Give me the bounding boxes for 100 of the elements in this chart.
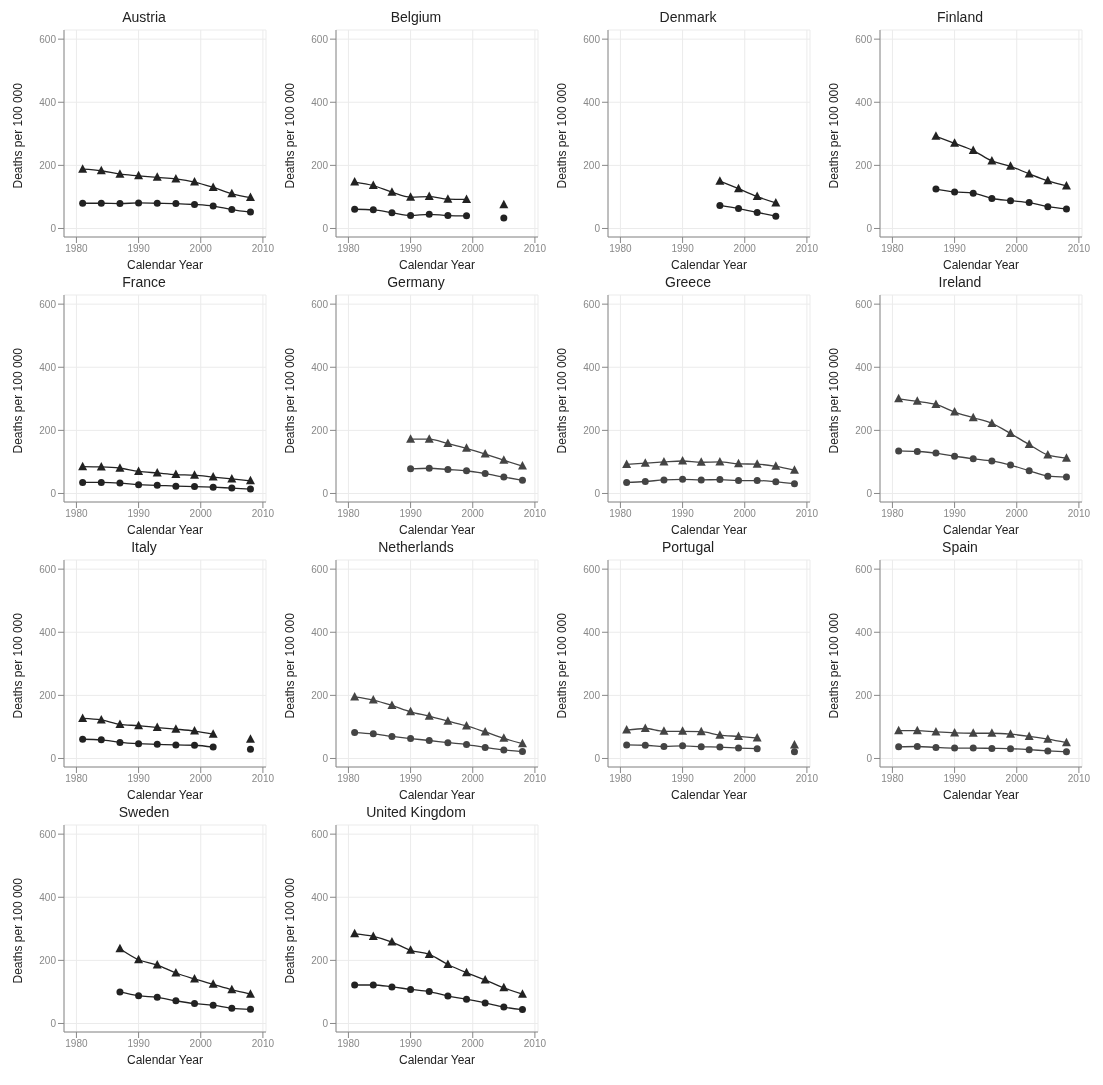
chart-title: Germany bbox=[387, 273, 445, 291]
x-tick-label: 1990 bbox=[671, 773, 695, 785]
y-axis-title: Deaths per 100 000 bbox=[555, 612, 570, 719]
x-tick-label: 2000 bbox=[461, 243, 485, 255]
point bbox=[350, 691, 360, 701]
x-tick-label: 2010 bbox=[1067, 773, 1091, 785]
x-tick-label: 1980 bbox=[881, 508, 904, 520]
x-tick-label: 2010 bbox=[1067, 508, 1091, 520]
point bbox=[951, 452, 959, 460]
y-tick-label: 200 bbox=[39, 424, 57, 436]
y-axis-title: Deaths per 100 000 bbox=[555, 82, 570, 189]
chart-title: Denmark bbox=[659, 8, 717, 26]
point bbox=[752, 191, 762, 201]
y-tick-label: 400 bbox=[855, 361, 873, 373]
point bbox=[968, 412, 978, 422]
y-tick-label: 0 bbox=[594, 223, 601, 235]
y-tick-label: 0 bbox=[50, 1018, 57, 1030]
point bbox=[1043, 175, 1053, 185]
x-tick-label: 1980 bbox=[881, 773, 904, 785]
y-tick-label: 200 bbox=[311, 159, 329, 171]
point bbox=[499, 455, 509, 464]
point bbox=[969, 455, 977, 463]
y-axis-title: Deaths per 100 000 bbox=[827, 347, 842, 454]
chart-title: Belgium bbox=[390, 8, 442, 26]
point bbox=[1025, 199, 1033, 207]
x-tick-label: 2010 bbox=[795, 773, 819, 785]
point bbox=[716, 201, 724, 209]
x-tick-label: 1980 bbox=[609, 243, 632, 255]
y-tick-label: 600 bbox=[311, 563, 329, 575]
point bbox=[443, 959, 453, 968]
x-tick-label: 1990 bbox=[943, 773, 967, 785]
y-tick-label: 600 bbox=[855, 563, 873, 575]
x-tick-label: 1990 bbox=[943, 508, 967, 520]
x-tick-label: 2000 bbox=[733, 508, 757, 520]
x-tick-label: 1990 bbox=[671, 243, 695, 255]
y-tick-label: 0 bbox=[322, 753, 329, 765]
y-tick-label: 400 bbox=[583, 361, 601, 373]
y-tick-label: 400 bbox=[583, 626, 601, 638]
y-tick-label: 600 bbox=[311, 828, 329, 840]
point bbox=[424, 949, 434, 958]
y-tick-label: 200 bbox=[39, 689, 57, 701]
y-tick-label: 400 bbox=[39, 626, 57, 638]
x-axis-title: Calendar Year bbox=[126, 1053, 204, 1067]
point bbox=[951, 188, 959, 196]
y-tick-label: 0 bbox=[50, 223, 57, 235]
point bbox=[116, 988, 124, 996]
point bbox=[500, 473, 508, 481]
x-tick-label: 2000 bbox=[189, 773, 213, 785]
point bbox=[912, 396, 922, 405]
x-tick-label: 1980 bbox=[881, 243, 904, 255]
point bbox=[228, 1004, 236, 1012]
y-axis-title: Deaths per 100 000 bbox=[283, 612, 298, 719]
chart-title: Finland bbox=[937, 8, 983, 26]
point bbox=[950, 138, 960, 147]
point bbox=[932, 449, 940, 457]
y-tick-label: 600 bbox=[311, 33, 329, 45]
point bbox=[425, 988, 433, 996]
point bbox=[517, 738, 527, 748]
y-tick-label: 0 bbox=[322, 488, 329, 500]
x-axis-title: Calendar Year bbox=[942, 258, 1020, 272]
y-tick-label: 200 bbox=[583, 159, 601, 171]
y-tick-label: 600 bbox=[855, 298, 873, 310]
y-tick-label: 600 bbox=[39, 828, 57, 840]
y-tick-label: 200 bbox=[311, 689, 329, 701]
x-tick-label: 2010 bbox=[251, 243, 275, 255]
point bbox=[913, 448, 921, 456]
x-tick-label: 2010 bbox=[795, 508, 819, 520]
point bbox=[425, 464, 433, 472]
point bbox=[444, 992, 452, 1000]
point bbox=[407, 465, 415, 473]
point bbox=[369, 981, 377, 989]
x-axis-title: Calendar Year bbox=[126, 523, 204, 537]
point bbox=[388, 732, 396, 740]
point bbox=[1062, 205, 1070, 213]
point bbox=[443, 716, 453, 725]
y-tick-label: 400 bbox=[39, 96, 57, 108]
x-axis-title: Calendar Year bbox=[126, 258, 204, 272]
y-tick-label: 0 bbox=[322, 1018, 329, 1030]
y-tick-label: 200 bbox=[855, 689, 873, 701]
point bbox=[932, 185, 940, 193]
point bbox=[462, 967, 472, 977]
y-axis-title: Deaths per 100 000 bbox=[11, 82, 26, 189]
point bbox=[931, 399, 941, 408]
x-tick-label: 2000 bbox=[189, 1038, 213, 1050]
point bbox=[369, 730, 377, 738]
point bbox=[462, 443, 472, 452]
y-tick-label: 0 bbox=[594, 488, 601, 500]
x-tick-label: 2000 bbox=[733, 773, 757, 785]
chart-title: Italy bbox=[131, 538, 157, 556]
y-tick-label: 400 bbox=[311, 626, 329, 638]
y-tick-label: 200 bbox=[311, 424, 329, 436]
y-tick-label: 400 bbox=[855, 96, 873, 108]
point bbox=[444, 466, 452, 473]
point bbox=[351, 729, 359, 737]
x-tick-label: 2010 bbox=[251, 773, 275, 785]
x-tick-label: 2010 bbox=[523, 1038, 547, 1050]
y-tick-label: 200 bbox=[39, 159, 57, 171]
x-tick-label: 2000 bbox=[461, 508, 485, 520]
y-tick-label: 600 bbox=[583, 298, 601, 310]
point bbox=[425, 736, 433, 744]
